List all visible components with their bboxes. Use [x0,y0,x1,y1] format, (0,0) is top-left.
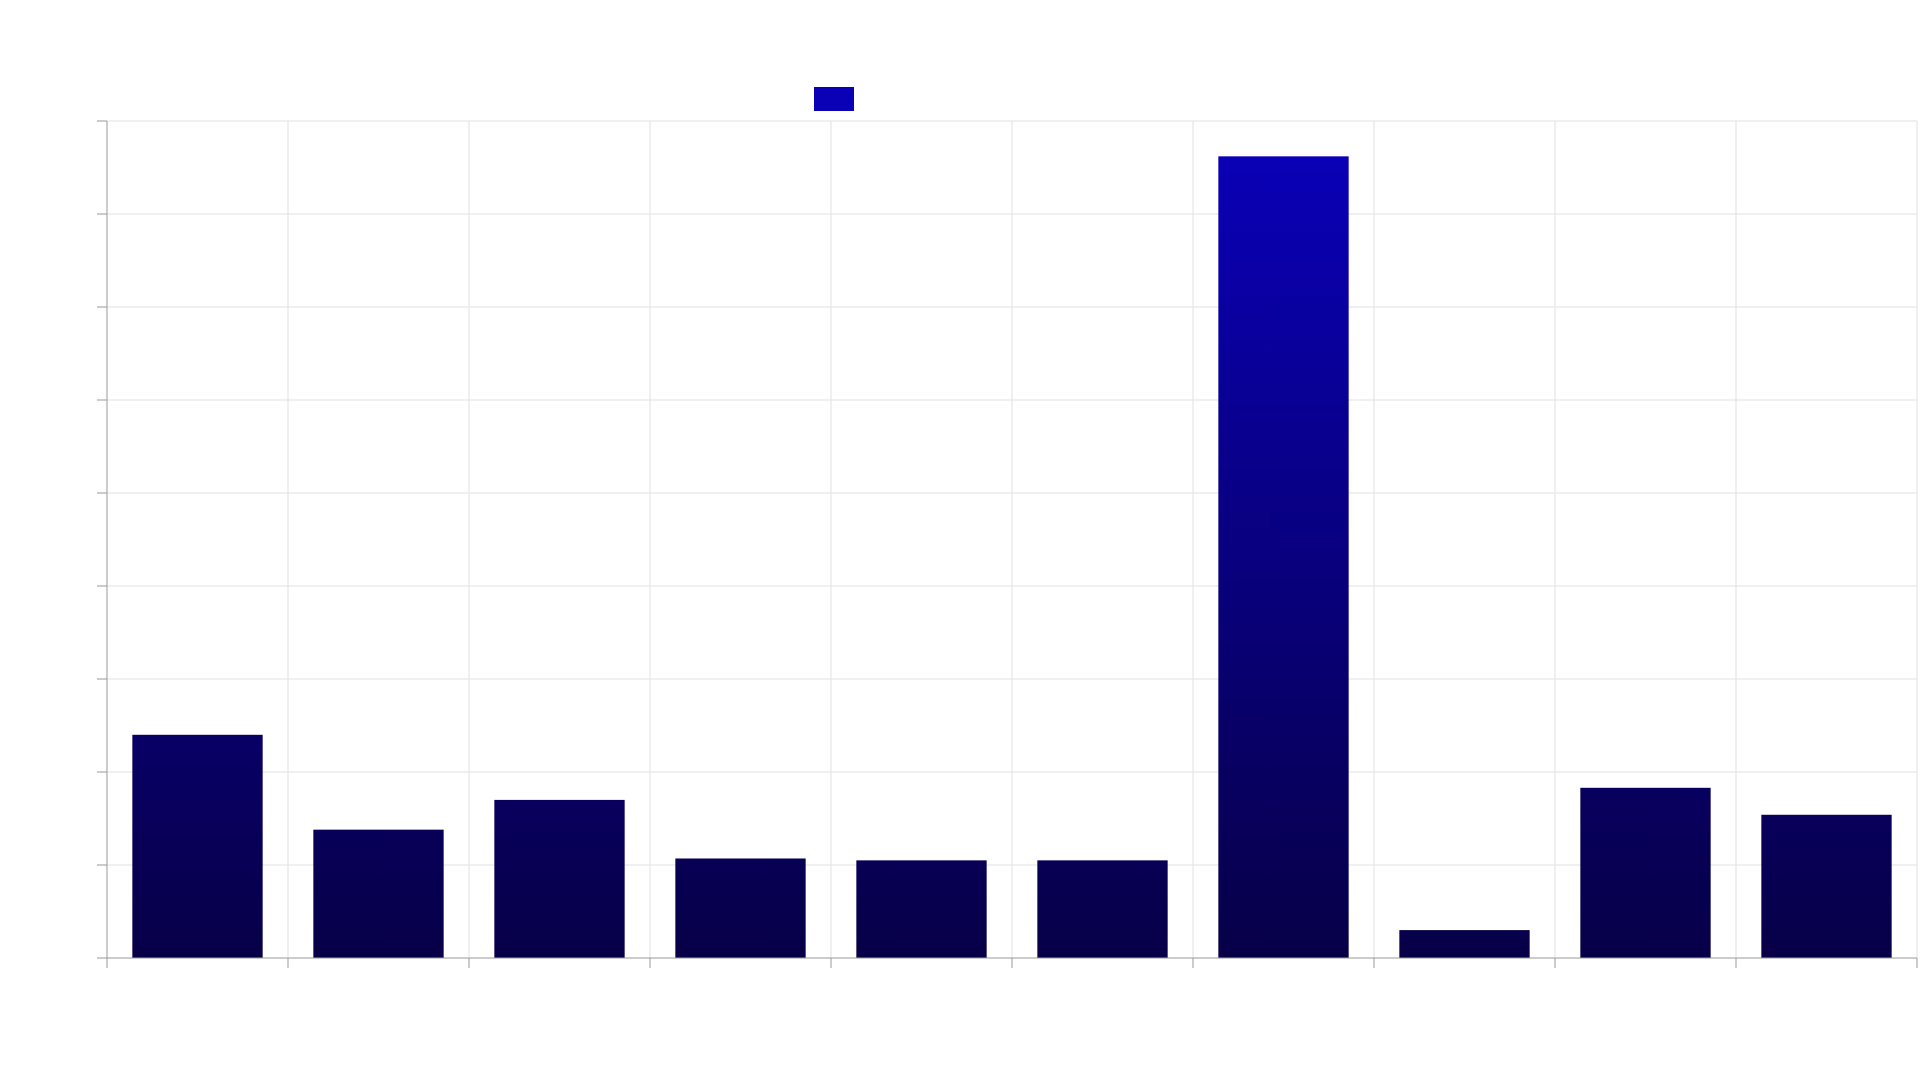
bar[interactable] [313,829,444,958]
bars [132,156,1892,959]
bar[interactable] [494,799,625,958]
bar[interactable] [132,734,263,958]
legend-swatch [814,87,854,111]
axes [97,120,1918,968]
bar[interactable] [1037,860,1168,958]
bar[interactable] [675,858,806,958]
bar[interactable] [1399,930,1530,958]
grid [97,120,1918,968]
bar[interactable] [856,860,987,958]
legend [814,87,854,111]
bar[interactable] [1761,814,1892,958]
bar[interactable] [1218,156,1349,959]
bar[interactable] [1580,787,1711,958]
